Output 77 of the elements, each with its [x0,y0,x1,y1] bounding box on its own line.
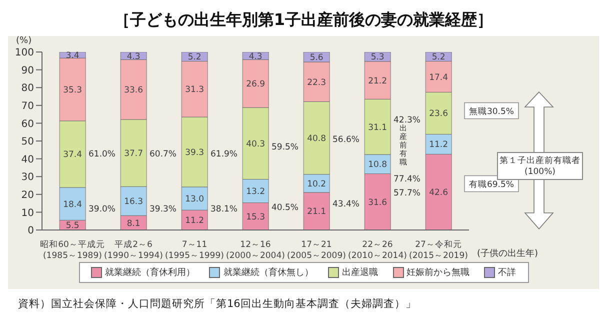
annotation: 56.6% [332,135,360,146]
data-label: 23.6 [429,109,448,120]
annotation: 43.4% [332,199,360,210]
annotation: 57.7% [394,188,421,199]
annotation: 39.3% [150,204,177,215]
data-label: 35.3 [63,85,82,96]
data-label: 15.3 [246,212,266,222]
data-label: 31.1 [368,122,388,133]
annotation: 61.0% [88,149,116,160]
x-axis-title: (子供の出生年) [477,248,538,260]
y-tick-label: 20 [21,190,34,201]
data-label: 31.3 [185,85,204,96]
data-label: 42.6 [429,188,448,198]
data-label: 8.1 [126,218,140,229]
y-tick-label: 10 [21,208,34,219]
data-label: 5.2 [432,52,446,63]
data-label: 33.6 [124,86,144,96]
data-label: 11.2 [429,140,448,150]
y-axis-title: (%) [16,36,32,46]
data-label: 4.3 [126,52,140,62]
data-label: 21.1 [307,207,326,218]
text: 資料）国立社会保障・人口問題研究所「第16回出生動向基本調査（夫婦調査）」 [17,297,418,311]
y-tick-label: 80 [21,83,34,94]
y-tick-label: 30 [21,172,34,184]
data-label: 40.3 [246,139,266,150]
data-label: 21.2 [368,76,388,86]
legend-label: 出産退職 [340,266,378,279]
annotation: 有職69.5% [468,179,514,190]
data-label: 13.0 [185,194,204,205]
x-tick-label: 昭和60～平成元 (1985～1989) [40,239,105,261]
data-label: 37.4 [63,150,82,160]
data-label: 5.5 [66,221,80,232]
text: 第１子出産前有職者 (100%) [497,152,583,180]
annotation: 39.0% [88,204,116,215]
annotation: 40.5% [272,202,299,213]
data-label: 39.3 [185,148,204,158]
annotation: 60.7% [150,149,177,160]
annotation: 無職30.5% [468,106,514,118]
legend-label: 就業継続（育休無し） [222,266,314,279]
data-label: 4.3 [248,52,262,62]
annotation: 61.9% [210,149,238,160]
annotation: 59.5% [272,142,299,152]
annotation: 77.4% [394,174,421,184]
data-label: 5.6 [310,53,324,63]
annotation: 42.3% [394,116,421,126]
legend-label: 就業継続（育休利用） [104,266,195,279]
data-label: 5.2 [188,52,202,63]
data-label: 22.3 [307,78,326,88]
data-label: 26.9 [246,80,266,90]
data-label: 11.2 [185,216,204,226]
data-label: 10.8 [368,160,388,170]
annotation: 38.1% [210,204,238,215]
x-tick-label: 平成2～6 (1990～1994) [104,239,163,261]
data-label: 13.2 [246,187,266,198]
x-tick-label: 12～16 (2000～2004) [226,240,285,261]
x-tick-label: 22～26 (2010～2014) [348,240,407,261]
data-label: 16.3 [124,197,144,208]
data-label: 5.3 [370,52,384,63]
x-tick-label: 17～21 (2005～2009) [287,240,346,261]
legend-label: 不詳 [497,266,516,279]
data-label: 31.6 [368,198,388,208]
y-tick-label: 50 [21,136,34,148]
data-label: 18.4 [63,200,82,210]
chart-title: ［子どもの出生年別第1子出産前後の妻の就業経歴］ [112,9,494,31]
data-label: 17.4 [429,72,448,83]
x-tick-label: 7～11 (1995～1999) [165,240,224,261]
data-label: 10.2 [307,179,326,190]
legend-label: 妊娠前から無職 [406,266,470,279]
y-tick-label: 90 [21,65,34,76]
y-tick-label: 60 [21,118,34,130]
y-tick-label: 0 [28,226,34,237]
x-tick-label: 27～令和元 (2015～2019) [409,239,468,261]
y-tick-label: 70 [21,100,34,112]
y-tick-label: 100 [14,48,34,59]
data-label: 40.8 [307,134,326,144]
y-tick-label: 40 [21,154,34,166]
data-label: 37.7 [124,149,144,160]
